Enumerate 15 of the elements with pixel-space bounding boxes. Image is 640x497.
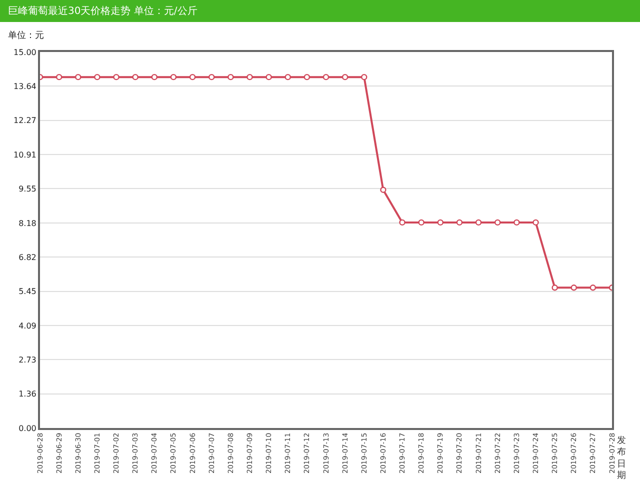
y-tick-label: 15.00: [13, 48, 36, 57]
chart-title: 巨峰葡萄最近30天价格走势 单位：元/公斤: [8, 5, 198, 17]
y-tick-label: 1.36: [18, 390, 36, 399]
y-tick-label: 13.64: [13, 82, 36, 91]
y-tick-label: 4.09: [18, 321, 36, 330]
y-tick-label: 12.27: [13, 116, 36, 126]
y-tick-label: 6.82: [18, 252, 36, 262]
y-tick-label: 2.73: [18, 355, 36, 364]
y-tick-label: 8.18: [18, 218, 36, 228]
y-tick-label: 0.00: [18, 424, 36, 433]
y-tick-label: 9.55: [18, 184, 36, 194]
y-tick-label: 10.91: [13, 150, 36, 160]
y-tick-label: 5.45: [18, 287, 36, 296]
y-axis-title: 单位：元: [8, 30, 44, 41]
x-axis-title: 发布日期: [617, 435, 626, 482]
